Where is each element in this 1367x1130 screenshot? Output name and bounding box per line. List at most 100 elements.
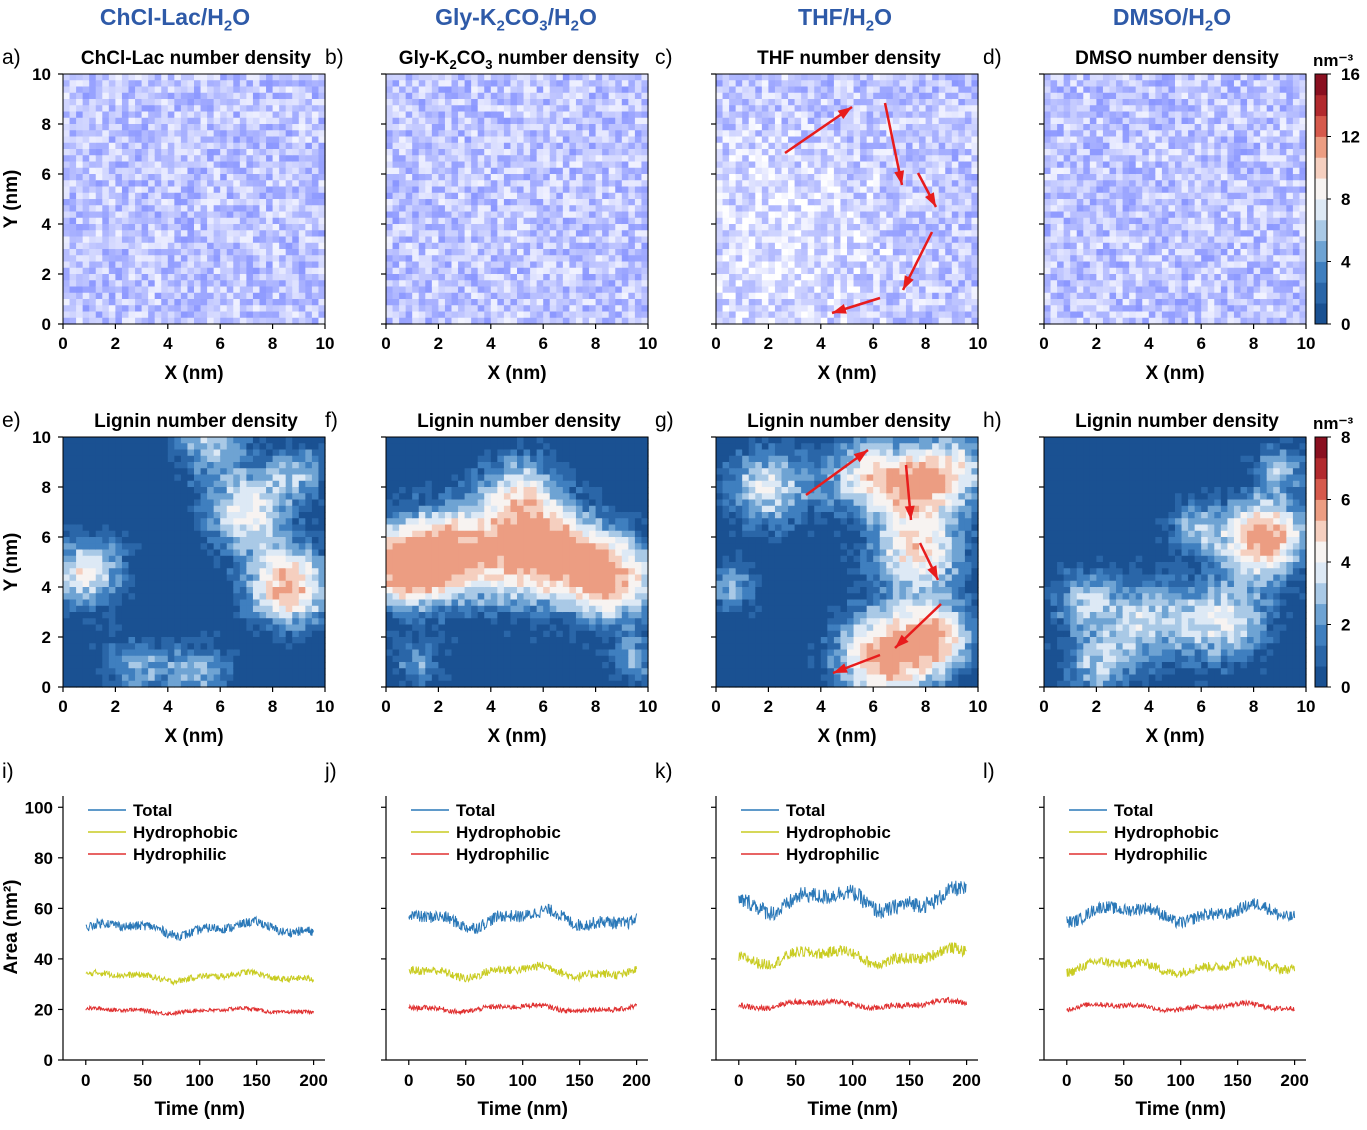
heatmap-cell [285, 305, 293, 313]
heatmap-cell [892, 249, 900, 256]
heatmap-cell [135, 167, 143, 175]
heatmap-cell [886, 74, 894, 81]
heatmap-cell [641, 92, 649, 100]
heatmap-cell [484, 280, 492, 288]
heatmap-cell [69, 124, 77, 131]
x-tick-label: 6 [538, 334, 547, 353]
heatmap-cell [1050, 180, 1058, 188]
heatmap-cell [768, 205, 776, 213]
heatmap-cell [722, 305, 730, 313]
heatmap-cell [418, 292, 426, 300]
heatmap-cell [121, 305, 130, 313]
heatmap-cell [167, 292, 175, 300]
heatmap-cell [964, 149, 973, 156]
heatmap-cell [919, 305, 927, 313]
heatmap-cell [814, 249, 822, 256]
heatmap-cell [128, 167, 136, 175]
heatmap-cell [292, 167, 300, 175]
heatmap-cell [292, 149, 300, 156]
heatmap-cell [938, 299, 946, 306]
heatmap-cell [958, 311, 966, 319]
heatmap-cell [866, 180, 874, 188]
heatmap-cell [194, 111, 202, 119]
heatmap-cell [213, 317, 221, 325]
heatmap-cell [905, 299, 914, 306]
heatmap-cell [853, 124, 861, 131]
heatmap-cell [517, 105, 525, 113]
heatmap-cell [788, 255, 796, 263]
heatmap-cell [517, 280, 525, 288]
heatmap-cell [905, 86, 914, 94]
heatmap-cell [239, 255, 247, 263]
heatmap-cell [95, 230, 103, 238]
heatmap-cell [951, 149, 959, 156]
heatmap-cell [76, 224, 84, 231]
heatmap-cell [252, 136, 261, 144]
panel-label: b) [325, 46, 344, 69]
heatmap-cell [840, 299, 848, 306]
heatmap-cell [161, 299, 169, 306]
heatmap-cell [141, 124, 149, 131]
heatmap-cell [438, 267, 446, 275]
heatmap-cell [503, 217, 512, 225]
heatmap-cell [63, 280, 71, 288]
heatmap-cell [76, 186, 84, 194]
heatmap-cell [246, 274, 254, 281]
heatmap-cell [141, 261, 149, 269]
heatmap-cell [1050, 199, 1058, 206]
heatmap-cell [892, 86, 900, 94]
heatmap-cell [735, 186, 743, 194]
heatmap-cell [873, 74, 881, 81]
heatmap-cell [477, 161, 485, 169]
heatmap-cell [641, 224, 649, 231]
heatmap-cell [536, 80, 544, 88]
heatmap-cell [425, 311, 433, 319]
heatmap-cell [444, 74, 453, 81]
heatmap-cell [582, 136, 590, 144]
heatmap-cell [879, 136, 887, 144]
heatmap-cell [194, 174, 202, 181]
heatmap-cell [755, 274, 763, 281]
heatmap-cell [135, 111, 143, 119]
heatmap-cell [945, 280, 953, 288]
heatmap-cell [464, 136, 472, 144]
heatmap-cell [905, 249, 914, 256]
heatmap-cell [938, 167, 946, 175]
heatmap-cell [634, 236, 643, 244]
heatmap-cell [213, 117, 221, 125]
heatmap-cell [781, 286, 789, 294]
heatmap-cell [69, 217, 77, 225]
heatmap-cell [194, 149, 202, 156]
heatmap-cell [418, 111, 426, 119]
heatmap-cell [497, 142, 505, 150]
heatmap-cell [814, 230, 822, 238]
heatmap-cell [266, 299, 274, 306]
heatmap-cell [530, 180, 538, 188]
heatmap-cell [477, 305, 485, 313]
heatmap-cell [582, 224, 590, 231]
heatmap-cell [781, 230, 789, 238]
heatmap-cell [530, 261, 538, 269]
heatmap-cell [405, 86, 413, 94]
heatmap-cell [121, 255, 130, 263]
heatmap-cell [180, 230, 189, 238]
heatmap-cell [755, 317, 763, 325]
heatmap-cell [814, 167, 822, 175]
heatmap-cell [174, 149, 182, 156]
heatmap-cell [575, 217, 584, 225]
heatmap-cell [239, 180, 247, 188]
heatmap-cell [608, 111, 616, 119]
heatmap-cell [807, 267, 815, 275]
heatmap-cell [873, 217, 881, 225]
heatmap-cell [89, 105, 97, 113]
heatmap-cell [82, 155, 90, 163]
heatmap-cell [279, 167, 287, 175]
heatmap-cell [788, 274, 796, 281]
heatmap-cell [794, 155, 802, 163]
heatmap-cell [318, 286, 326, 294]
heatmap-cell [399, 186, 407, 194]
heatmap-cell [729, 155, 737, 163]
heatmap-cell [431, 74, 439, 81]
heatmap-cell [63, 192, 71, 200]
heatmap-cell [847, 117, 855, 125]
